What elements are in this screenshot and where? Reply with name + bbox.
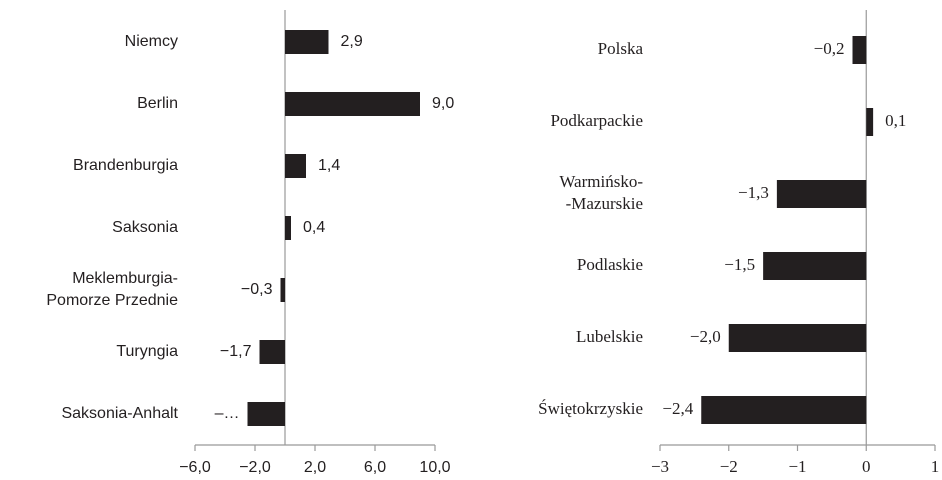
bar xyxy=(701,396,867,424)
x-tick-label: 1 xyxy=(931,457,940,476)
category-label: Brandenburgia xyxy=(73,157,178,174)
category-line: Meklemburgia- xyxy=(72,270,178,287)
value-label: −2,4 xyxy=(662,399,693,418)
category-label: Podkarpackie xyxy=(550,111,643,130)
bar xyxy=(285,92,420,116)
value-label: 2,9 xyxy=(341,33,363,50)
x-tick-label: −1 xyxy=(788,457,806,476)
value-label: 9,0 xyxy=(432,95,454,112)
value-label: −1,7 xyxy=(220,343,252,360)
category-label: Podlaskie xyxy=(577,255,643,274)
x-tick-label: −2 xyxy=(720,457,738,476)
x-tick-label: −6,0 xyxy=(179,459,211,476)
category-label: Saksonia-Anhalt xyxy=(61,405,178,422)
category-label: Berlin xyxy=(137,95,178,112)
value-label: 0,1 xyxy=(885,111,906,130)
bar xyxy=(259,340,285,364)
chart-left: −6,0 −2,0 2,0 6,0 10,0 Niemcy 2,9 Berlin 9,0 Bran… xyxy=(46,10,454,476)
bar xyxy=(763,252,867,280)
value-label: −2,0 xyxy=(690,327,721,346)
category-label: Lubelskie xyxy=(576,327,643,346)
bar xyxy=(247,402,285,426)
category-label: Saksonia xyxy=(112,219,178,236)
value-label: −0,3 xyxy=(241,281,273,298)
value-label: −1,5 xyxy=(724,255,755,274)
category-line: -Mazurskie xyxy=(566,194,643,213)
bar xyxy=(280,278,285,302)
bar xyxy=(852,36,867,64)
category-line: Pomorze Przednie xyxy=(46,292,178,309)
category-label: Meklemburgia- Pomorze Przednie xyxy=(46,270,178,309)
bar xyxy=(728,324,867,352)
category-line: Warmińsko- xyxy=(559,172,643,191)
value-label: 1,4 xyxy=(318,157,340,174)
category-label: Świętokrzyskie xyxy=(538,399,643,418)
value-label: −0,2 xyxy=(814,39,845,58)
x-tick-label: −3 xyxy=(651,457,669,476)
bar xyxy=(866,108,874,136)
category-label: Turyngia xyxy=(116,343,178,360)
chart-right: −3 −2 −1 0 1 Polska −0,2 Podkarpackie 0,1 Warmińs… xyxy=(538,10,939,476)
x-tick-label: 6,0 xyxy=(364,459,386,476)
x-tick-label: −2,0 xyxy=(239,459,271,476)
value-label: −1,3 xyxy=(738,183,769,202)
bar xyxy=(776,180,867,208)
x-tick-label: 2,0 xyxy=(304,459,326,476)
x-tick-label: 0 xyxy=(862,457,871,476)
category-label: Polska xyxy=(598,39,644,58)
x-tick-label: 10,0 xyxy=(419,459,450,476)
value-label: 0,4 xyxy=(303,219,325,236)
category-label: Niemcy xyxy=(125,33,178,50)
category-label: Warmińsko- -Mazurskie xyxy=(559,172,643,213)
bar xyxy=(285,216,291,240)
bar xyxy=(285,154,306,178)
value-label: –… xyxy=(215,405,240,422)
bar xyxy=(285,30,329,54)
